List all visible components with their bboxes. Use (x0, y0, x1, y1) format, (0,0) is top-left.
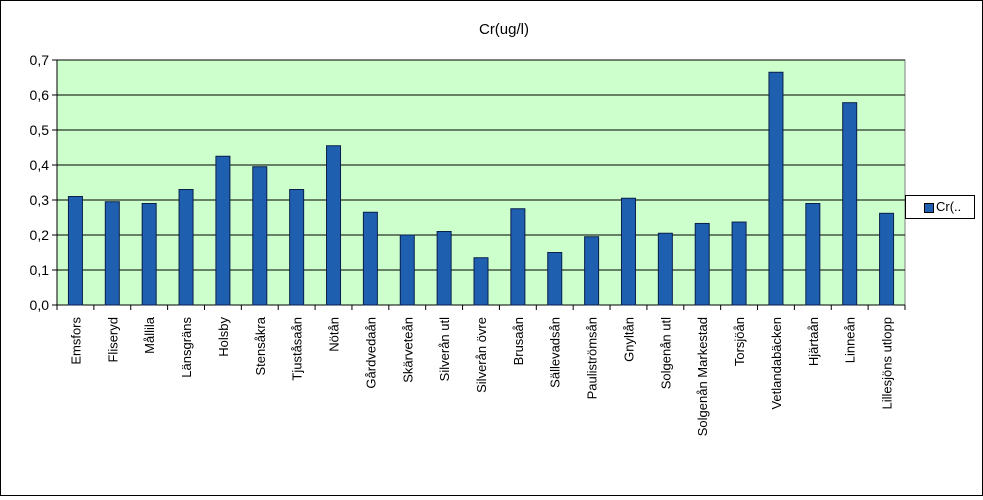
x-tick-label: Gårdvedaån (363, 317, 378, 389)
x-tick-label: Gnyltån (621, 317, 636, 362)
bar (547, 252, 563, 306)
bar (289, 189, 305, 306)
y-tick-label: 0,1 (30, 262, 50, 278)
x-tick-label: Lillesjöns utlopp (880, 317, 895, 410)
x-tick-label: Emsfors (68, 317, 83, 365)
y-tick-label: 0,7 (30, 52, 50, 68)
x-tick-label: Mållila (142, 316, 157, 354)
x-tick-label: Sällevadsån (548, 317, 563, 388)
bar (399, 234, 415, 306)
x-tick-label: Solgenån Markestad (695, 317, 710, 436)
x-tick-label: Solgenån utl (658, 317, 673, 389)
bar (657, 232, 673, 306)
x-tick-label: Nötån (327, 317, 342, 352)
y-tick-label: 0,2 (30, 227, 50, 243)
bar (768, 71, 784, 306)
x-tick-label: Tjuståsaån (290, 317, 305, 381)
x-tick-label: Stensåkra (253, 316, 268, 375)
bar (67, 196, 83, 306)
x-tick-label: Länsgräns (179, 317, 194, 378)
y-tick-label: 0,6 (30, 87, 50, 103)
x-tick-label: Fliseryd (105, 317, 120, 363)
bar (362, 211, 378, 306)
bar (842, 102, 858, 306)
bar (584, 236, 600, 306)
bar (104, 201, 120, 306)
x-tick-label: Silverån utl (437, 317, 452, 381)
bar (252, 166, 268, 306)
bar (620, 197, 636, 306)
y-tick-label: 0,5 (30, 122, 50, 138)
x-tick-label: Skärveteån (400, 317, 415, 383)
x-tick-label: Linneån (843, 317, 858, 363)
bar (178, 189, 194, 306)
y-tick-label: 0,0 (30, 297, 50, 313)
x-tick-label: Silverån övre (474, 317, 489, 393)
bar (510, 208, 526, 306)
x-tick-label: Holsby (216, 317, 231, 357)
x-tick-label: Torsjöån (732, 317, 747, 366)
bar (436, 231, 452, 306)
x-tick-label: Vetlandabäcken (769, 317, 784, 410)
bar (879, 212, 895, 306)
bar (805, 203, 821, 306)
bar (694, 222, 710, 306)
chart-title: Cr(ug/l) (479, 21, 529, 38)
y-tick-label: 0,3 (30, 192, 50, 208)
legend-label: Cr(.. (936, 199, 962, 214)
bar (731, 221, 747, 306)
x-tick-label: Brusaån (511, 317, 526, 365)
y-tick-label: 0,4 (30, 157, 50, 173)
bar (215, 155, 231, 306)
plot-area: 0,0 0,1 0,2 0,3 0,4 0,5 0,6 0,7 Emsfors Fliseryd M… (30, 52, 906, 436)
x-tick-label: Hjärtaån (806, 317, 821, 366)
legend-swatch (924, 203, 934, 213)
bar (141, 203, 157, 306)
bar (326, 145, 342, 306)
bar (473, 257, 489, 306)
legend: Cr(.. (905, 195, 975, 219)
x-tick-label: Pauliströmsån (585, 317, 600, 399)
